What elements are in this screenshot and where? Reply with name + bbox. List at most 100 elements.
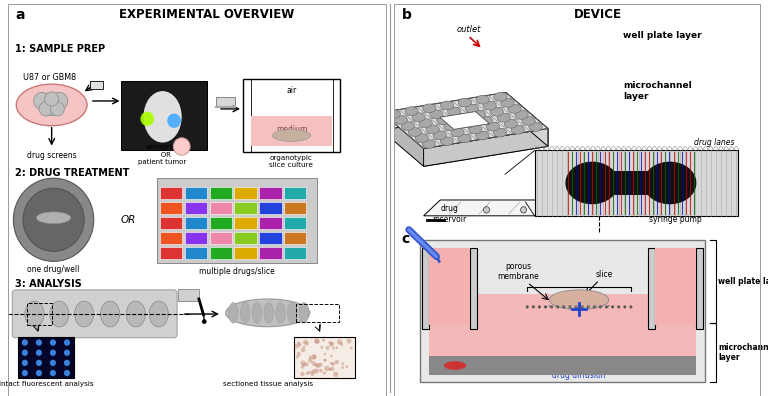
Circle shape — [296, 356, 299, 358]
Ellipse shape — [394, 116, 408, 124]
Ellipse shape — [419, 119, 432, 128]
FancyBboxPatch shape — [160, 202, 182, 214]
FancyBboxPatch shape — [216, 97, 235, 107]
Polygon shape — [566, 162, 618, 204]
Circle shape — [64, 370, 70, 376]
Ellipse shape — [36, 212, 71, 224]
Polygon shape — [382, 110, 548, 166]
Circle shape — [22, 350, 28, 356]
FancyBboxPatch shape — [284, 217, 306, 229]
Ellipse shape — [476, 95, 489, 104]
Text: b: b — [402, 8, 411, 22]
FancyBboxPatch shape — [647, 248, 655, 329]
FancyBboxPatch shape — [160, 217, 182, 229]
FancyBboxPatch shape — [284, 232, 306, 244]
FancyBboxPatch shape — [185, 217, 207, 229]
Circle shape — [50, 339, 56, 346]
Circle shape — [611, 305, 614, 308]
FancyBboxPatch shape — [210, 217, 232, 229]
FancyBboxPatch shape — [284, 247, 306, 259]
Ellipse shape — [422, 140, 435, 148]
Circle shape — [526, 305, 528, 308]
Circle shape — [22, 360, 28, 366]
Circle shape — [330, 355, 333, 358]
FancyBboxPatch shape — [284, 202, 306, 214]
Circle shape — [51, 102, 65, 116]
Polygon shape — [644, 162, 696, 204]
Text: drug lanes: drug lanes — [694, 138, 734, 147]
Circle shape — [538, 305, 541, 308]
Circle shape — [329, 362, 333, 365]
Circle shape — [303, 345, 306, 348]
Ellipse shape — [455, 113, 468, 122]
Circle shape — [294, 344, 299, 348]
Ellipse shape — [468, 125, 482, 134]
Circle shape — [307, 371, 311, 374]
Ellipse shape — [415, 134, 429, 143]
Text: a: a — [15, 8, 25, 22]
Ellipse shape — [422, 104, 436, 112]
FancyBboxPatch shape — [243, 79, 340, 152]
Circle shape — [314, 338, 319, 343]
Circle shape — [308, 358, 313, 363]
Circle shape — [336, 346, 338, 349]
FancyBboxPatch shape — [655, 248, 696, 325]
Ellipse shape — [74, 301, 94, 327]
Circle shape — [630, 305, 632, 308]
Polygon shape — [424, 129, 548, 166]
Circle shape — [297, 343, 302, 346]
Circle shape — [593, 305, 596, 308]
Circle shape — [322, 339, 325, 342]
Circle shape — [34, 92, 51, 110]
FancyBboxPatch shape — [185, 232, 207, 244]
Ellipse shape — [387, 110, 400, 118]
Ellipse shape — [486, 122, 500, 131]
Ellipse shape — [101, 301, 120, 327]
Polygon shape — [382, 92, 548, 148]
Circle shape — [36, 370, 42, 376]
Ellipse shape — [497, 113, 511, 122]
Circle shape — [324, 353, 326, 355]
Text: medium: medium — [276, 126, 307, 134]
Circle shape — [587, 305, 590, 308]
Ellipse shape — [515, 110, 528, 119]
FancyBboxPatch shape — [696, 248, 703, 329]
FancyBboxPatch shape — [535, 150, 738, 216]
Circle shape — [300, 372, 305, 376]
FancyBboxPatch shape — [160, 232, 182, 244]
Ellipse shape — [444, 361, 466, 370]
FancyBboxPatch shape — [210, 187, 232, 199]
Circle shape — [316, 363, 320, 368]
Circle shape — [324, 366, 329, 371]
Text: microchannel
layer: microchannel layer — [718, 343, 768, 362]
FancyBboxPatch shape — [121, 81, 207, 150]
Polygon shape — [424, 200, 707, 216]
Text: organotypic
slice culture: organotypic slice culture — [270, 155, 313, 168]
Ellipse shape — [479, 116, 492, 125]
Ellipse shape — [433, 131, 446, 139]
Circle shape — [45, 92, 58, 106]
Circle shape — [346, 339, 352, 343]
Circle shape — [601, 305, 603, 307]
FancyBboxPatch shape — [210, 247, 232, 259]
Circle shape — [51, 92, 68, 110]
Circle shape — [301, 347, 306, 352]
Circle shape — [330, 367, 334, 371]
Circle shape — [346, 365, 348, 368]
Circle shape — [36, 350, 42, 356]
Circle shape — [64, 360, 70, 366]
FancyBboxPatch shape — [294, 337, 355, 378]
FancyBboxPatch shape — [185, 187, 207, 199]
Ellipse shape — [448, 107, 461, 116]
Circle shape — [341, 343, 343, 346]
Text: porous
membrane: porous membrane — [497, 262, 539, 281]
FancyBboxPatch shape — [185, 247, 207, 259]
Ellipse shape — [475, 131, 489, 140]
Circle shape — [13, 178, 94, 261]
Circle shape — [329, 368, 331, 370]
Text: drug screens: drug screens — [27, 151, 77, 160]
Polygon shape — [506, 92, 548, 147]
Circle shape — [331, 362, 335, 366]
FancyBboxPatch shape — [178, 289, 199, 301]
Circle shape — [574, 305, 577, 307]
